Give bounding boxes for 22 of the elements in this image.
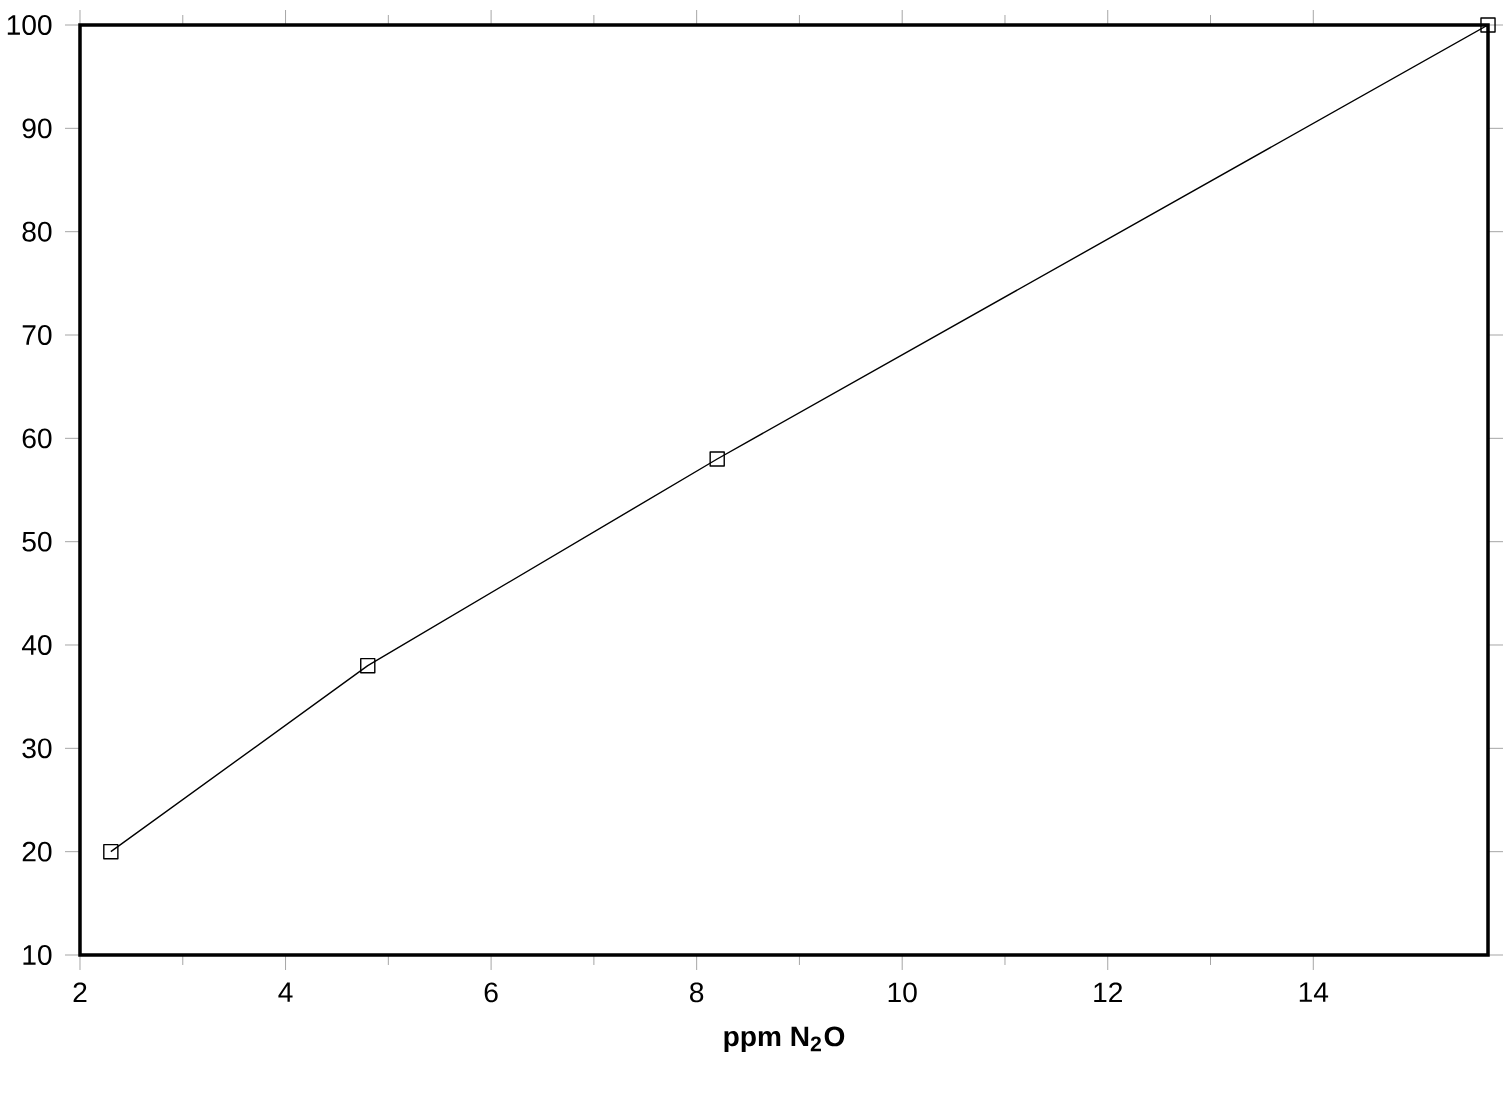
- point: [103, 843, 119, 860]
- y-tick-label: 90: [22, 118, 52, 139]
- y-tick-label: 100: [7, 15, 52, 35]
- x-tick-label: 14: [1299, 982, 1329, 1002]
- y-tick-label: 10: [23, 945, 52, 965]
- point: [1480, 17, 1496, 33]
- x-tick-label: 10: [888, 982, 917, 1003]
- y-tick-label: 60: [22, 428, 52, 449]
- x-axis-title: ppm N$_{2}$O: [724, 1026, 845, 1052]
- point: [709, 451, 725, 467]
- point: [360, 657, 376, 674]
- x-tick-label: 12: [1094, 982, 1122, 1003]
- x-tick-label: 2: [73, 982, 87, 1003]
- y-tick-label: 70: [22, 325, 52, 345]
- y-tick-label: 20: [22, 841, 52, 862]
- y-tick-label: 30: [22, 738, 52, 759]
- x-tick-label: 8: [690, 982, 704, 1003]
- x-tick-label: 4: [278, 982, 293, 1002]
- y-tick-label: 40: [21, 635, 52, 655]
- x-tick-label: 6: [484, 982, 498, 1003]
- y-tick-label: 50: [22, 531, 52, 552]
- y-tick-label: 80: [22, 221, 52, 242]
